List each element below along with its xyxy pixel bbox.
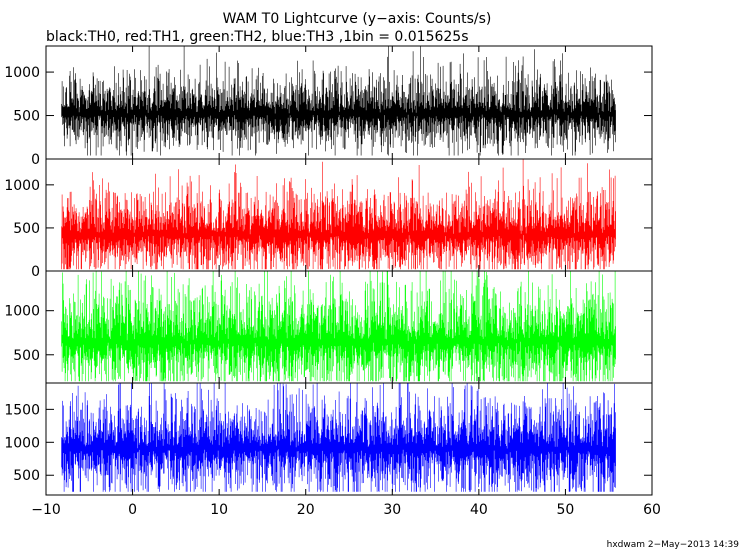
series-th2 [61, 271, 616, 382]
y-tick-label: 0 [31, 264, 40, 280]
x-tick-label: 60 [643, 502, 661, 518]
x-tick-label: 20 [297, 502, 315, 518]
x-tick-label: 10 [210, 502, 228, 518]
x-tick-label: −10 [31, 502, 61, 518]
x-tick-label: 40 [470, 502, 488, 518]
y-tick-label: 1000 [4, 435, 40, 451]
y-tick-label: 0 [31, 152, 40, 168]
y-tick-label: 1500 [4, 402, 40, 418]
chart-subtitle: black:TH0, red:TH1, green:TH2, blue:TH3 … [46, 29, 469, 45]
y-tick-label: 500 [13, 109, 40, 125]
x-tick-label: 30 [383, 502, 401, 518]
panel-th3: 500 1000 1500 [4, 382, 653, 496]
series-th3 [61, 383, 616, 492]
y-tick-label: 500 [13, 468, 40, 484]
panel-th0: 0 500 1000 [4, 45, 653, 168]
x-tick-label: 50 [557, 502, 575, 518]
panel-th2: 500 1000 [4, 270, 653, 384]
panel-frame [45, 382, 653, 496]
y-tick-label: 500 [13, 221, 40, 237]
y-tick-label: 1000 [4, 65, 40, 81]
panels-group: 0 500 1000 0 500 1000 500 1000 500 1000 1500 [4, 45, 653, 496]
y-tick-label: 500 [13, 348, 40, 364]
x-axis: −10 0 10 20 30 40 50 60 [31, 502, 661, 518]
chart-title: WAM T0 Lightcurve (y−axis: Counts/s) [223, 11, 492, 27]
y-tick-label: 1000 [4, 304, 40, 320]
footer-timestamp: hxdwam 2−May−2013 14:39 [607, 540, 740, 550]
x-tick-label: 0 [128, 502, 137, 518]
series-th1 [61, 159, 616, 270]
series-th0 [61, 46, 616, 156]
panel-th1: 0 500 1000 [4, 158, 653, 280]
y-tick-label: 1000 [4, 178, 40, 194]
